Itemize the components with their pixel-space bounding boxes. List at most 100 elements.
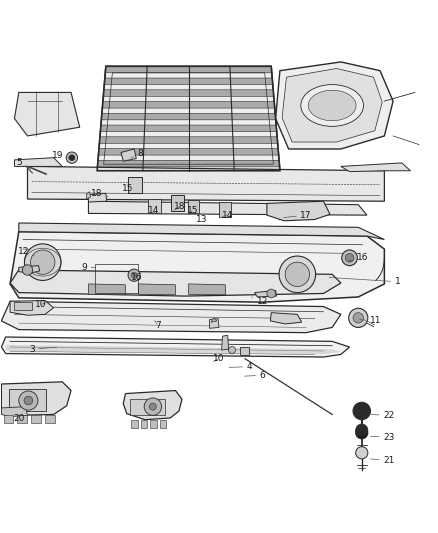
Polygon shape [46, 415, 55, 423]
Polygon shape [4, 415, 13, 423]
Circle shape [356, 424, 368, 436]
Polygon shape [19, 223, 385, 239]
Circle shape [267, 289, 276, 298]
Polygon shape [100, 125, 277, 132]
Circle shape [345, 254, 354, 262]
Text: 8: 8 [131, 149, 144, 158]
Circle shape [149, 403, 156, 410]
Text: 13: 13 [193, 215, 207, 224]
Text: 15: 15 [122, 184, 133, 192]
Polygon shape [141, 419, 147, 427]
Polygon shape [99, 149, 279, 155]
Polygon shape [276, 62, 393, 149]
Text: 14: 14 [222, 211, 233, 220]
Circle shape [285, 262, 310, 287]
Polygon shape [123, 391, 182, 419]
Polygon shape [267, 201, 330, 221]
Polygon shape [10, 270, 341, 296]
Polygon shape [6, 345, 341, 354]
Polygon shape [270, 313, 302, 324]
Polygon shape [1, 49, 437, 171]
Bar [95, 264, 138, 293]
Text: 11: 11 [360, 317, 381, 326]
Text: 9: 9 [81, 263, 96, 272]
Polygon shape [86, 192, 91, 199]
Text: 1: 1 [329, 277, 400, 286]
Ellipse shape [301, 85, 364, 126]
Polygon shape [160, 419, 166, 427]
Text: 12: 12 [18, 247, 34, 256]
Circle shape [19, 391, 38, 410]
Bar [127, 177, 141, 193]
Bar [9, 389, 46, 411]
Polygon shape [32, 415, 41, 423]
Polygon shape [88, 201, 367, 215]
Polygon shape [131, 419, 138, 427]
Text: 18: 18 [174, 202, 186, 211]
Circle shape [229, 346, 236, 353]
Circle shape [66, 152, 78, 163]
Polygon shape [254, 290, 276, 297]
Text: 18: 18 [92, 189, 108, 198]
Circle shape [131, 272, 137, 278]
Text: 21: 21 [371, 456, 395, 465]
Polygon shape [1, 382, 71, 415]
Polygon shape [138, 284, 176, 295]
Text: 23: 23 [371, 433, 395, 442]
Circle shape [24, 396, 33, 405]
Bar [171, 195, 184, 211]
Bar [148, 199, 161, 213]
Polygon shape [150, 419, 157, 427]
Text: 10: 10 [35, 300, 46, 309]
Polygon shape [282, 68, 382, 142]
Text: 20: 20 [13, 414, 30, 423]
Circle shape [144, 398, 162, 415]
Bar [240, 346, 249, 356]
Bar [14, 302, 32, 310]
Text: 4: 4 [229, 362, 252, 371]
Circle shape [25, 244, 61, 280]
Circle shape [353, 402, 371, 419]
Polygon shape [10, 301, 53, 315]
Bar [219, 202, 231, 217]
Polygon shape [1, 337, 350, 357]
Polygon shape [101, 114, 276, 120]
Circle shape [353, 313, 364, 323]
Text: 10: 10 [213, 354, 225, 364]
Text: 7: 7 [155, 321, 161, 330]
Polygon shape [188, 284, 226, 295]
Text: 16: 16 [131, 273, 142, 282]
Polygon shape [341, 163, 410, 172]
Bar [187, 200, 198, 213]
Polygon shape [28, 166, 385, 201]
Polygon shape [18, 415, 27, 423]
Polygon shape [14, 158, 62, 166]
Text: 12: 12 [252, 297, 268, 306]
Polygon shape [103, 90, 274, 96]
Polygon shape [121, 149, 136, 161]
Polygon shape [19, 265, 40, 273]
Polygon shape [1, 407, 28, 417]
Text: 15: 15 [187, 206, 199, 215]
Text: 3: 3 [29, 345, 57, 354]
Polygon shape [88, 193, 107, 202]
Circle shape [356, 426, 368, 439]
Text: 16: 16 [349, 253, 368, 262]
Polygon shape [99, 137, 278, 143]
Circle shape [342, 250, 357, 265]
Polygon shape [102, 102, 275, 108]
Text: 17: 17 [283, 211, 312, 220]
Polygon shape [211, 318, 217, 322]
Polygon shape [222, 335, 229, 350]
Polygon shape [10, 232, 385, 302]
Ellipse shape [308, 90, 356, 120]
Polygon shape [88, 284, 125, 295]
Circle shape [128, 269, 140, 281]
Polygon shape [98, 160, 279, 167]
Circle shape [279, 256, 316, 293]
Text: 6: 6 [244, 371, 265, 380]
Text: 19: 19 [52, 151, 69, 160]
Text: 14: 14 [148, 206, 159, 215]
Polygon shape [14, 92, 80, 136]
Circle shape [69, 155, 75, 161]
